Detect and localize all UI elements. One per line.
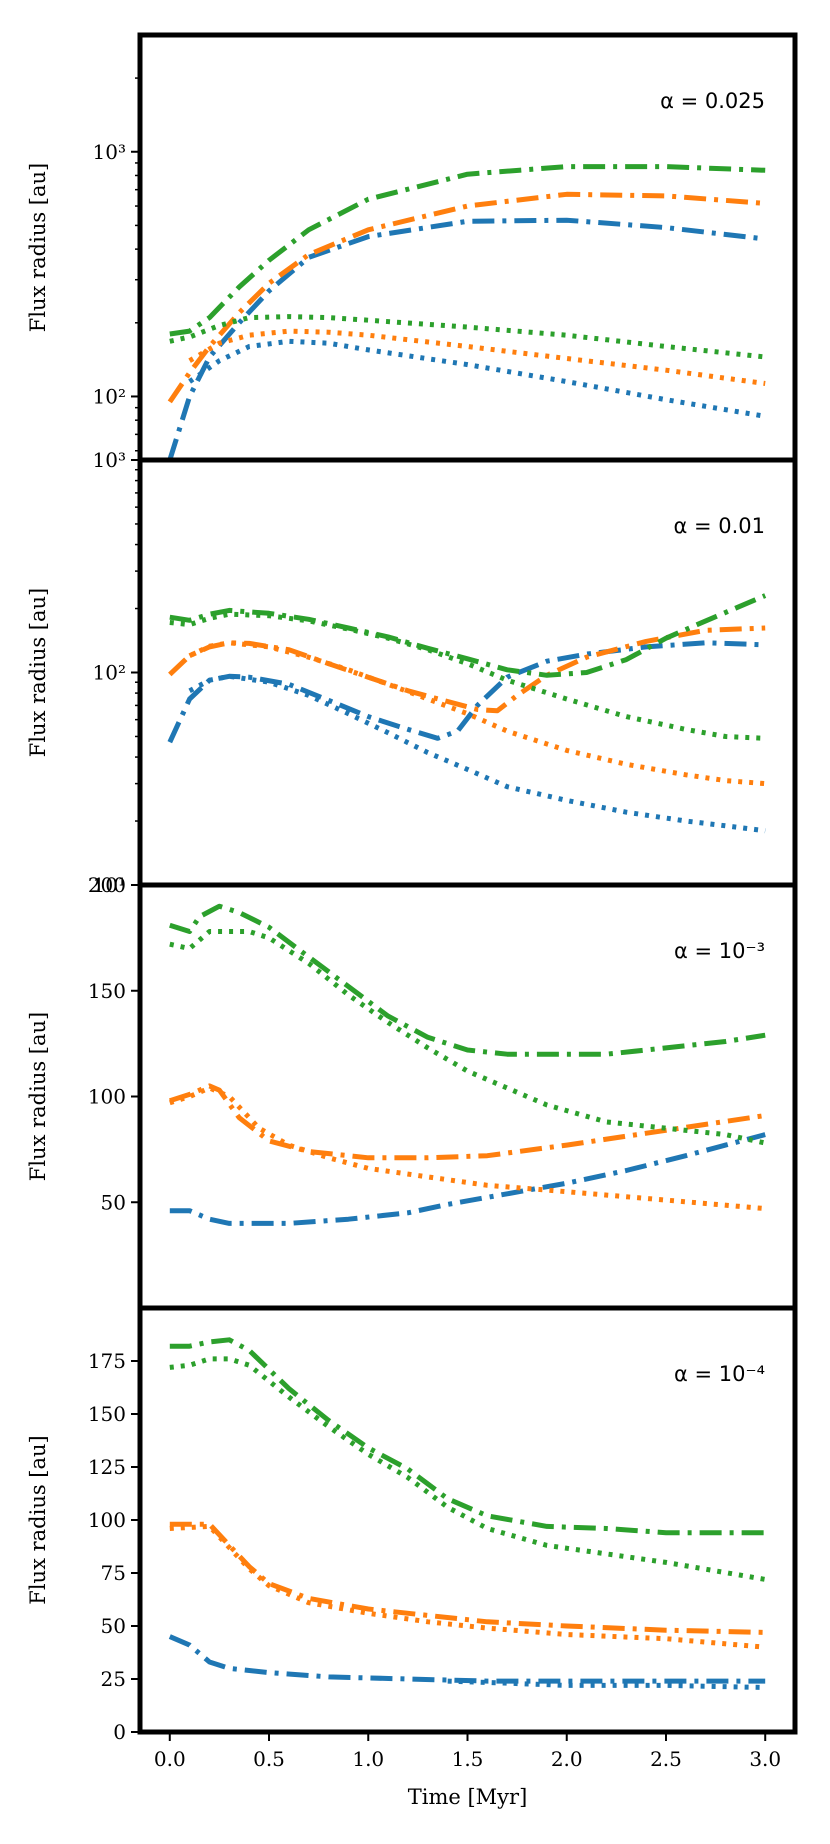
y-tick-label: 175 [88, 1349, 126, 1373]
series-green-dashdot [169, 1337, 766, 1536]
y-tick-label: 10¹ [93, 873, 126, 897]
y-tick-label: 150 [88, 1402, 126, 1426]
panel-annotation: α = 10⁻³ [674, 939, 765, 963]
panel-alpha_1e-4: 0 25 50 75 100 125 150 175 α = 10⁻⁴ Flux radius [… [26, 1305, 798, 1744]
x-tick-label: 2.0 [551, 1747, 583, 1771]
series-green-dashdot [169, 903, 766, 1057]
y-tick-label: 50 [101, 1614, 126, 1638]
y-tick-label: 150 [88, 979, 126, 1003]
y-tick-label: 100 [88, 1085, 126, 1109]
panel-annotation: α = 10⁻⁴ [674, 1362, 765, 1386]
y-tick-label: 0 [113, 1720, 126, 1744]
series-blue-dashdot [169, 1132, 766, 1226]
x-tick-label: 0.0 [154, 1747, 186, 1771]
panel-alpha_0.01: 10¹ 10² 10³ α = 0.01 Flux radius [au] [26, 448, 798, 897]
y-tick-label: 50 [101, 1190, 126, 1214]
panel-annotation: α = 0.025 [660, 89, 765, 113]
y-axis-label: Flux radius [au] [26, 588, 50, 757]
series-orange-dotted [169, 1523, 766, 1650]
series-orange-dashdot [169, 1521, 766, 1635]
y-tick-label: 75 [101, 1561, 126, 1585]
y-tick-label: 100 [88, 1508, 126, 1532]
series-orange-dotted [169, 1085, 766, 1212]
panel-annotation: α = 0.01 [673, 514, 765, 538]
series-green-dotted [169, 611, 766, 741]
series-blue-dotted [188, 338, 766, 419]
x-tick-label: 0.5 [253, 1747, 285, 1771]
series-blue-dashdot [167, 217, 766, 460]
panel-alpha_0.025: 10² 10³ α = 0.025 Flux radius [au] [26, 32, 798, 463]
y-tick-label: 200 [88, 873, 126, 897]
series-blue-dotted [188, 673, 766, 834]
y-tick-label: 10² [93, 661, 126, 685]
y-tick-label: 10² [93, 384, 126, 408]
series-orange-dashdot [168, 625, 766, 714]
series-green-dotted [169, 929, 766, 1146]
y-tick-label: 10³ [93, 448, 126, 472]
x-tick-label: 1.0 [352, 1747, 384, 1771]
y-axis-label: Flux radius [au] [26, 1435, 50, 1604]
y-axis-label: Flux radius [au] [26, 1012, 50, 1181]
series-blue-dashdot [167, 640, 766, 744]
x-tick-label: 1.5 [452, 1747, 484, 1771]
x-axis: 0.0 0.5 1.0 1.5 2.0 2.5 3.0 Time [Myr] [154, 1732, 781, 1809]
series-green-dashdot [169, 593, 767, 678]
panel-alpha_1e-3: 50 100 150 200 α = 10⁻³ Flux radius [au] [26, 873, 798, 1311]
y-axis-label: Flux radius [au] [26, 163, 50, 332]
series-green-dashdot [169, 164, 766, 337]
x-tick-label: 3.0 [749, 1747, 781, 1771]
y-tick-label: 25 [101, 1667, 126, 1691]
y-tick-label: 125 [88, 1455, 126, 1479]
series-orange-dashdot [169, 1083, 766, 1161]
x-tick-label: 2.5 [650, 1747, 682, 1771]
y-tick-label: 10³ [93, 140, 126, 164]
x-axis-label: Time [Myr] [408, 1785, 528, 1809]
series-green-dotted [169, 314, 766, 360]
series-blue-dashdot [168, 1634, 766, 1684]
series-green-dotted [169, 1356, 766, 1582]
series-orange-dotted [188, 328, 766, 386]
series-orange-dotted [188, 640, 766, 787]
